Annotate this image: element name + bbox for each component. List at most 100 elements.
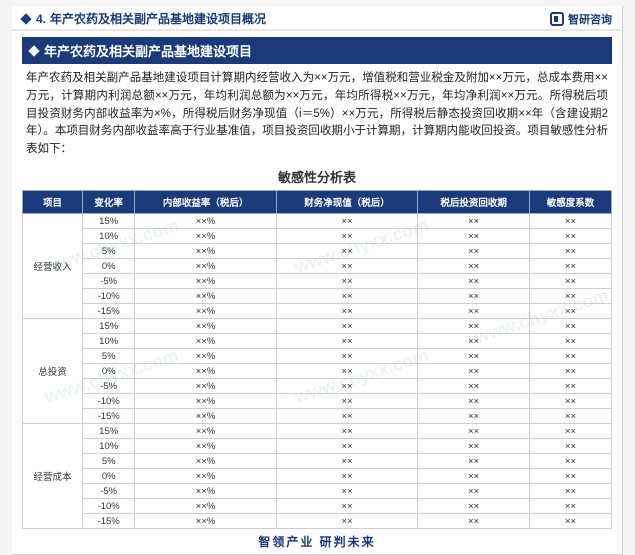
value-cell: ×× — [276, 499, 417, 514]
body-paragraph: 年产农药及相关副产品基地建设项目计算期内经营收入为××万元，增值税和营业税金及附… — [12, 70, 622, 165]
value-cell: ××% — [135, 214, 276, 229]
value-cell: ×× — [529, 469, 611, 484]
value-cell: ×× — [529, 379, 611, 394]
value-cell: ×× — [276, 469, 417, 484]
table-row: -5%××%×××××× — [23, 379, 612, 394]
table-row: 0%××%×××××× — [23, 364, 612, 379]
diamond-icon — [20, 13, 31, 24]
rate-cell: 0% — [83, 259, 135, 274]
brand-logo-icon — [550, 12, 564, 26]
value-cell: ×× — [418, 499, 530, 514]
value-cell: ×× — [529, 304, 611, 319]
value-cell: ×× — [418, 394, 530, 409]
value-cell: ×× — [418, 349, 530, 364]
rate-cell: -10% — [83, 394, 135, 409]
table-row: 经营成本15%××%×××××× — [23, 424, 612, 439]
value-cell: ×× — [529, 424, 611, 439]
value-cell: ×× — [276, 439, 417, 454]
value-cell: ×× — [529, 319, 611, 334]
value-cell: ××% — [135, 514, 276, 529]
diamond-icon — [28, 45, 39, 56]
value-cell: ×× — [276, 334, 417, 349]
rate-cell: -10% — [83, 499, 135, 514]
value-cell: ××% — [135, 409, 276, 424]
value-cell: ××% — [135, 259, 276, 274]
value-cell: ×× — [529, 229, 611, 244]
value-cell: ××% — [135, 469, 276, 484]
rate-cell: 10% — [83, 439, 135, 454]
table-row: -10%××%×××××× — [23, 289, 612, 304]
value-cell: ×× — [529, 409, 611, 424]
table-row: -10%××%×××××× — [23, 499, 612, 514]
value-cell: ××% — [135, 334, 276, 349]
brand-text: 智研咨询 — [568, 11, 612, 27]
section-heading: 4. 年产农药及相关副产品基地建设项目概况 — [22, 10, 266, 27]
value-cell: ×× — [529, 454, 611, 469]
value-cell: ×× — [418, 454, 530, 469]
value-cell: ××% — [135, 274, 276, 289]
value-cell: ×× — [529, 259, 611, 274]
value-cell: ×× — [276, 394, 417, 409]
table-row: 10%××%×××××× — [23, 334, 612, 349]
section-number: 4. — [36, 12, 46, 26]
value-cell: ×× — [529, 499, 611, 514]
value-cell: ×× — [418, 484, 530, 499]
rate-cell: -15% — [83, 409, 135, 424]
value-cell: ×× — [276, 319, 417, 334]
title-text: 年产农药及相关副产品基地建设项目 — [44, 41, 252, 60]
table-header-cell: 税后投资回收期 — [418, 191, 530, 214]
value-cell: ×× — [418, 304, 530, 319]
rate-cell: 15% — [83, 214, 135, 229]
rate-cell: -15% — [83, 304, 135, 319]
value-cell: ×× — [418, 244, 530, 259]
value-cell: ×× — [529, 334, 611, 349]
value-cell: ×× — [418, 229, 530, 244]
table-row: 10%××%×××××× — [23, 439, 612, 454]
table-row: 10%××%×××××× — [23, 229, 612, 244]
table-row: 0%××%×××××× — [23, 259, 612, 274]
rate-cell: 5% — [83, 349, 135, 364]
value-cell: ×× — [276, 409, 417, 424]
table-header-cell: 变化率 — [83, 191, 135, 214]
table-header-cell: 财务净现值（税后） — [276, 191, 417, 214]
brand: 智研咨询 — [550, 11, 612, 27]
rate-cell: -5% — [83, 379, 135, 394]
sensitivity-table: 项目变化率内部收益率（税后）财务净现值（税后）税后投资回收期敏感度系数 经营收入… — [22, 190, 612, 529]
table-row: -5%××%×××××× — [23, 484, 612, 499]
table-row: -15%××%×××××× — [23, 304, 612, 319]
value-cell: ×× — [276, 289, 417, 304]
rate-cell: 0% — [83, 469, 135, 484]
footer-slogan: 智领产业 研判未来 — [12, 529, 622, 550]
value-cell: ××% — [135, 364, 276, 379]
value-cell: ×× — [276, 244, 417, 259]
value-cell: ××% — [135, 454, 276, 469]
value-cell: ×× — [276, 379, 417, 394]
value-cell: ××% — [135, 424, 276, 439]
table-header-cell: 敏感度系数 — [529, 191, 611, 214]
value-cell: ××% — [135, 499, 276, 514]
value-cell: ×× — [529, 439, 611, 454]
table-row: 5%××%×××××× — [23, 349, 612, 364]
value-cell: ×× — [276, 514, 417, 529]
value-cell: ××% — [135, 394, 276, 409]
value-cell: ××% — [135, 289, 276, 304]
value-cell: ×× — [418, 364, 530, 379]
value-cell: ××% — [135, 379, 276, 394]
table-row: 总投资15%××%×××××× — [23, 319, 612, 334]
value-cell: ×× — [529, 274, 611, 289]
value-cell: ×× — [276, 454, 417, 469]
table-row: -15%××%×××××× — [23, 514, 612, 529]
value-cell: ×× — [418, 424, 530, 439]
rate-cell: 5% — [83, 244, 135, 259]
value-cell: ×× — [418, 334, 530, 349]
value-cell: ×× — [276, 259, 417, 274]
rate-cell: 10% — [83, 229, 135, 244]
value-cell: ×× — [529, 349, 611, 364]
value-cell: ×× — [418, 319, 530, 334]
value-cell: ××% — [135, 484, 276, 499]
value-cell: ××% — [135, 439, 276, 454]
value-cell: ×× — [418, 469, 530, 484]
value-cell: ××% — [135, 229, 276, 244]
table-row: -15%××%×××××× — [23, 409, 612, 424]
table-title: 敏感性分析表 — [12, 165, 622, 190]
